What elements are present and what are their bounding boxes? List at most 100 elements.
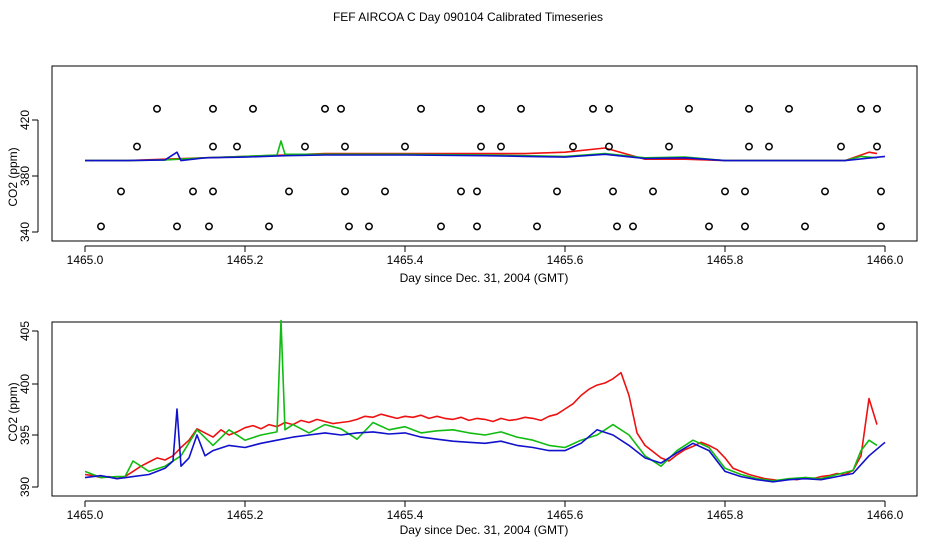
- bottom-plot-frame: [51, 321, 918, 497]
- top-sample-marker: [877, 222, 885, 231]
- bottom-y-ticks: 390 395 400 405: [18, 321, 39, 497]
- bottom-y-tick-label: 400: [18, 374, 32, 394]
- top-sample-marker: [209, 104, 217, 113]
- top-sample-marker: [473, 222, 481, 231]
- top-sample-marker: [765, 142, 773, 151]
- top-sample-marker: [249, 104, 257, 113]
- top-sample-marker: [741, 222, 749, 231]
- top-sample-marker: [265, 222, 273, 231]
- top-y-axis-label: CO2 (ppm): [6, 147, 20, 206]
- top-plot-frame: [51, 65, 918, 242]
- top-series: [85, 140, 886, 162]
- top-sample-marker: [629, 222, 637, 231]
- top-x-axis-label: Day since Dec. 31, 2004 (GMT): [400, 271, 569, 285]
- top-sample-marker: [209, 187, 217, 196]
- top-x-tick-label: 1465.0: [67, 253, 104, 267]
- bottom-y-tick-label: 395: [18, 425, 32, 445]
- top-sample-marker: [801, 222, 809, 231]
- top-y-tick-label: 420: [18, 110, 32, 130]
- top-y-ticks: 340 380 420: [18, 110, 39, 242]
- bottom-x-ticks: 1465.0 1465.2 1465.4 1465.6 1465.8 1466.0: [67, 500, 904, 522]
- bottom-y-tick-label: 390: [18, 477, 32, 497]
- top-sample-marker: [685, 104, 693, 113]
- top-y-tick-label: 340: [18, 222, 32, 242]
- top-sample-marker: [553, 187, 561, 196]
- top-sample-marker: [569, 142, 577, 151]
- top-sample-marker: [233, 142, 241, 151]
- bottom-x-tick-label: 1465.0: [67, 508, 104, 522]
- top-sample-marker: [321, 104, 329, 113]
- top-sample-marker: [873, 104, 881, 113]
- top-x-ticks: 1465.0 1465.2 1465.4 1465.6 1465.8 1466.0: [67, 245, 904, 267]
- chart-title: FEF AIRCOA C Day 090104 Calibrated Times…: [333, 10, 603, 24]
- top-sample-marker: [365, 222, 373, 231]
- top-sample-marker: [381, 187, 389, 196]
- top-sample-marker: [857, 104, 865, 113]
- top-markers: [97, 104, 885, 231]
- top-sample-marker: [589, 104, 597, 113]
- top-sample-marker: [533, 222, 541, 231]
- top-sample-marker: [285, 187, 293, 196]
- top-sample-marker: [721, 187, 729, 196]
- bottom-panel: CO2 (ppm) Day since Dec. 31, 2004 (GMT) …: [6, 319, 918, 537]
- top-x-tick-label: 1465.6: [547, 253, 584, 267]
- top-sample-marker: [153, 104, 161, 113]
- top-sample-marker: [741, 187, 749, 196]
- bottom-x-tick-label: 1465.4: [387, 508, 424, 522]
- top-sample-marker: [133, 142, 141, 151]
- bottom-series: [84, 319, 886, 483]
- bottom-series-red-line: [84, 371, 878, 482]
- top-sample-marker: [497, 142, 505, 151]
- top-panel: CO2 (ppm) Day since Dec. 31, 2004 (GMT) …: [6, 65, 918, 285]
- top-sample-marker: [477, 142, 485, 151]
- top-sample-marker: [301, 142, 309, 151]
- top-y-tick-label: 380: [18, 166, 32, 186]
- bottom-y-tick-label: 405: [18, 321, 32, 341]
- top-sample-marker: [877, 187, 885, 196]
- top-sample-marker: [873, 142, 881, 151]
- bottom-x-axis-label: Day since Dec. 31, 2004 (GMT): [400, 523, 569, 537]
- top-sample-marker: [609, 187, 617, 196]
- top-sample-marker: [705, 222, 713, 231]
- top-sample-marker: [517, 104, 525, 113]
- bottom-y-axis-label: CO2 (ppm): [6, 382, 20, 441]
- top-sample-marker: [785, 104, 793, 113]
- top-sample-marker: [341, 142, 349, 151]
- top-sample-marker: [173, 222, 181, 231]
- top-sample-marker: [837, 142, 845, 151]
- bottom-series-blue-line: [84, 408, 886, 483]
- top-sample-marker: [745, 104, 753, 113]
- bottom-series-green-line: [84, 319, 878, 482]
- top-sample-marker: [457, 187, 465, 196]
- bottom-x-tick-label: 1465.6: [547, 508, 584, 522]
- bottom-x-tick-label: 1465.2: [227, 508, 264, 522]
- top-x-tick-label: 1465.8: [707, 253, 744, 267]
- top-sample-marker: [209, 142, 217, 151]
- top-sample-marker: [477, 104, 485, 113]
- top-sample-marker: [345, 222, 353, 231]
- top-sample-marker: [473, 187, 481, 196]
- top-sample-marker: [401, 142, 409, 151]
- bottom-x-tick-label: 1466.0: [867, 508, 904, 522]
- top-sample-marker: [437, 222, 445, 231]
- top-sample-marker: [649, 187, 657, 196]
- bottom-x-tick-label: 1465.8: [707, 508, 744, 522]
- top-sample-marker: [205, 222, 213, 231]
- top-sample-marker: [189, 187, 197, 196]
- top-sample-marker: [613, 222, 621, 231]
- top-sample-marker: [605, 104, 613, 113]
- top-sample-marker: [821, 187, 829, 196]
- top-sample-marker: [665, 142, 673, 151]
- top-sample-marker: [341, 187, 349, 196]
- top-sample-marker: [117, 187, 125, 196]
- top-sample-marker: [605, 142, 613, 151]
- top-sample-marker: [337, 104, 345, 113]
- top-sample-marker: [97, 222, 105, 231]
- top-sample-marker: [745, 142, 753, 151]
- top-sample-marker: [417, 104, 425, 113]
- top-x-tick-label: 1465.2: [227, 253, 264, 267]
- top-x-tick-label: 1465.4: [387, 253, 424, 267]
- top-series-blue-line: [85, 151, 886, 162]
- top-x-tick-label: 1466.0: [867, 253, 904, 267]
